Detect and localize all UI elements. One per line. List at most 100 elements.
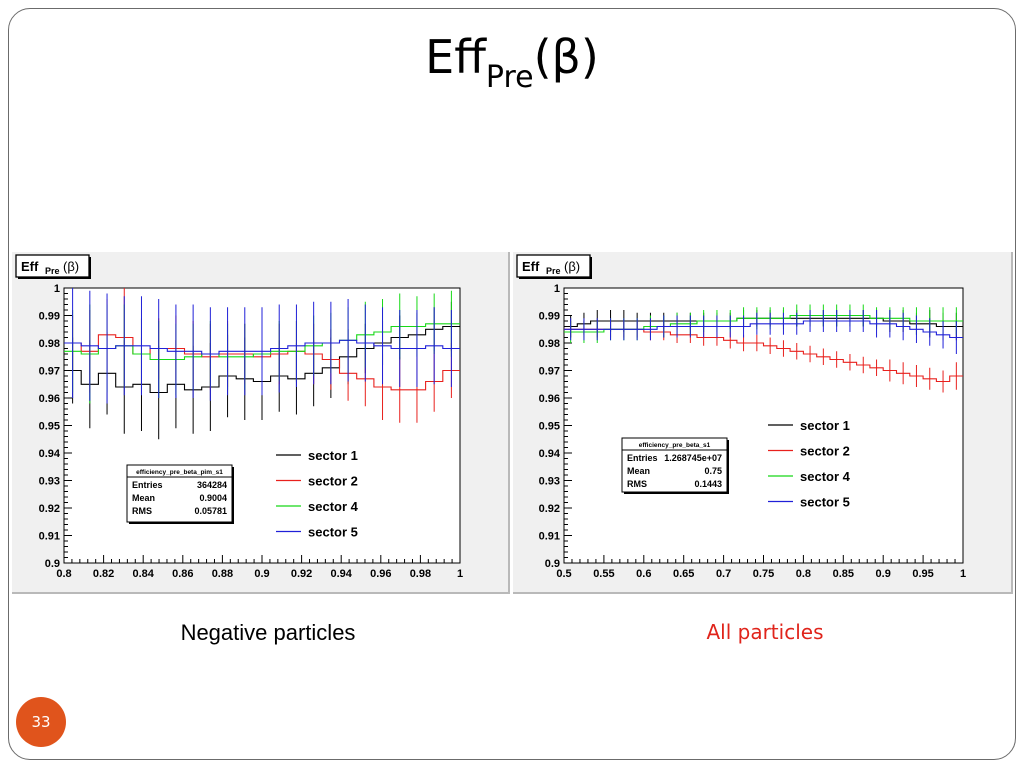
x-tick-label: 0.96 (370, 568, 391, 580)
stats-box: efficiency_pre_beta_s1 Entries 1.268745e+0… (621, 437, 729, 494)
x-tick-label: 0.55 (593, 568, 614, 580)
slide-title-main: Eff (425, 30, 486, 84)
y-tick-label: 0.94 (539, 448, 561, 460)
series-sector-5 (564, 310, 963, 354)
x-tick-label: 0.92 (291, 568, 312, 580)
chart-title-arg: (β) (564, 259, 580, 274)
series-sector-5 (64, 288, 460, 404)
y-tick-label: 0.9 (545, 558, 560, 570)
x-tick-label: 0.98 (410, 568, 431, 580)
stats-shadow-bottom (624, 492, 729, 494)
x-tick-label: 1 (457, 568, 463, 580)
caption-all-particles: All particles (706, 620, 824, 644)
chart-negative-particles: Eff Pre (β) 0.8 0.82 0.84 0.86 0.88 0.9 0.92 0.94 0… (12, 252, 510, 594)
x-tick-label: 0.6 (636, 568, 651, 580)
chart-title-sub: Pre (45, 266, 60, 276)
chart-title-shadow-bottom (18, 277, 91, 279)
legend-label-sector-4: sector 4 (800, 469, 851, 484)
y-tick-label: 1 (554, 283, 560, 295)
plot-area (564, 304, 963, 393)
x-tick-label: 0.65 (673, 568, 694, 580)
x-tick-label: 0.9 (254, 568, 269, 580)
page-number: 33 (31, 713, 51, 731)
chart-all-particles: Eff Pre (β) 0.5 0.55 0.6 0.65 0.7 0.75 0.8 0.85 0.9… (513, 252, 1013, 594)
y-tick-label: 0.96 (539, 393, 560, 405)
stats-shadow-right (232, 467, 234, 524)
series-step-line (564, 328, 963, 383)
plot-frame (563, 287, 964, 564)
x-tick-label: 0.84 (132, 568, 154, 580)
stats-label-rms: RMS (132, 506, 152, 516)
y-tick-label: 0.9 (45, 558, 60, 570)
stats-box: efficiency_pre_beta_pim_s1 Entries 364284 M… (126, 464, 234, 524)
x-tick-label: 0.82 (93, 568, 114, 580)
slide-title-arg: (β) (533, 30, 599, 84)
chart-title-shadow-right (89, 257, 91, 279)
chart-title-main: Eff (522, 259, 540, 274)
legend-label-sector-5: sector 5 (800, 495, 850, 510)
x-tick-label: 0.8 (796, 568, 811, 580)
stats-value-mean: 0.9004 (199, 493, 227, 503)
x-tick-label: 0.95 (912, 568, 933, 580)
plot-area (64, 288, 460, 440)
x-tick-label: 1 (960, 568, 966, 580)
slide-title: EffPre(β) (0, 30, 1024, 95)
y-tick-label: 0.93 (539, 476, 560, 488)
legend: sector 1 sector 2 sector 4 sector 5 (768, 418, 851, 510)
stats-value-rms: 0.1443 (694, 479, 722, 489)
legend-label-sector-1: sector 1 (800, 418, 850, 433)
legend-label-sector-4: sector 4 (308, 499, 359, 514)
chart-title-box: Eff Pre (β) (15, 254, 91, 279)
y-tick-label: 0.92 (539, 503, 560, 515)
x-tick-label: 0.85 (833, 568, 854, 580)
stats-value-mean: 0.75 (704, 466, 722, 476)
x-tick-label: 0.7 (716, 568, 731, 580)
slide-frame (8, 8, 1016, 760)
y-tick-label: 0.99 (539, 311, 560, 323)
chart-title-sub: Pre (546, 266, 561, 276)
slide-title-sub: Pre (485, 60, 534, 95)
y-tick-label: 0.94 (39, 448, 61, 460)
x-tick-label: 0.5 (556, 568, 571, 580)
x-tick-label: 0.88 (212, 568, 233, 580)
y-tick-label: 0.95 (39, 421, 60, 433)
stats-value-entries: 1.268745e+07 (664, 453, 722, 463)
chart-title-arg: (β) (63, 259, 79, 274)
x-tick-label: 0.75 (753, 568, 774, 580)
legend-label-sector-5: sector 5 (308, 525, 358, 540)
panel-shadow-bottom (513, 592, 1013, 594)
stats-shadow-right (727, 440, 729, 494)
y-tick-label: 0.99 (39, 311, 60, 323)
stats-label-rms: RMS (627, 479, 647, 489)
y-tick-label: 0.98 (539, 338, 560, 350)
y-tick-label: 0.97 (539, 366, 560, 378)
x-tick-label: 0.86 (172, 568, 193, 580)
stats-label-entries: Entries (627, 453, 658, 463)
chart-panel-all: Eff Pre (β) 0.5 0.55 0.6 0.65 0.7 0.75 0.8 0.85 0.9… (513, 252, 1013, 594)
stats-shadow-bottom (129, 522, 234, 524)
chart-title-main: Eff (21, 259, 39, 274)
panel-shadow-right (508, 252, 510, 594)
x-tick-label: 0.8 (56, 568, 71, 580)
chart-panel-negative: Eff Pre (β) 0.8 0.82 0.84 0.86 0.88 0.9 0.92 0.94 0… (12, 252, 510, 594)
y-tick-label: 0.97 (39, 366, 60, 378)
chart-title-shadow-right (590, 257, 592, 279)
chart-title-box: Eff Pre (β) (516, 254, 592, 279)
x-tick-label: 0.9 (876, 568, 891, 580)
x-tick-label: 0.94 (330, 568, 352, 580)
page-number-badge: 33 (16, 697, 66, 747)
legend: sector 1 sector 2 sector 4 sector 5 (276, 448, 359, 540)
y-tick-label: 0.92 (39, 503, 60, 515)
stats-value-rms: 0.05781 (194, 506, 227, 516)
panel-shadow-bottom (12, 592, 510, 594)
series-step-line (64, 334, 460, 391)
y-tick-label: 0.96 (39, 393, 60, 405)
y-tick-label: 0.91 (539, 531, 560, 543)
stats-value-entries: 364284 (197, 480, 227, 490)
caption-negative-particles: Negative particles (180, 620, 356, 645)
stats-frame (621, 437, 728, 493)
y-tick-label: 0.91 (39, 531, 60, 543)
y-tick-label: 1 (54, 283, 60, 295)
legend-label-sector-2: sector 2 (800, 444, 850, 459)
panel-shadow-right (1011, 252, 1013, 594)
